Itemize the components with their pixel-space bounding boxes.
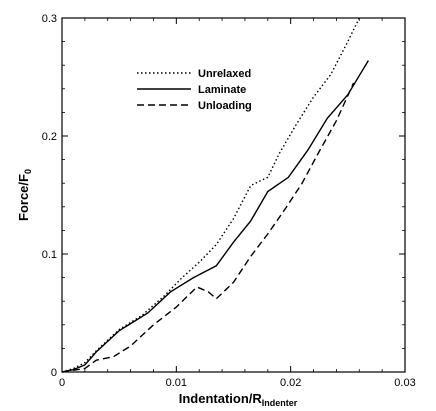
plot-frame — [61, 17, 406, 373]
x-axis-title-subscript: Indenter — [262, 398, 298, 408]
x-tick-label: 0.01 — [166, 377, 187, 389]
y-tick-label: 0 — [51, 367, 57, 379]
y-tick-label: 0.2 — [42, 131, 57, 143]
legend-label-laminate: Laminate — [198, 84, 246, 96]
y-tick-label: 0.1 — [42, 249, 57, 261]
series-line-laminate — [61, 60, 369, 373]
series-line-unloading — [61, 82, 355, 373]
legend-label-unrelaxed: Unrelaxed — [198, 68, 251, 80]
legend: Unrelaxed Laminate Unloading — [137, 68, 252, 112]
y-tick-label: 0.3 — [42, 13, 57, 25]
series-layer — [61, 17, 369, 373]
series-line-unrelaxed — [61, 17, 360, 373]
x-axis-title: Indentation/RIndenter — [179, 391, 298, 408]
x-tick-label: 0.02 — [280, 377, 301, 389]
x-tick-label: 0.03 — [394, 377, 415, 389]
y-axis-title-main: Force/F — [16, 174, 31, 221]
x-axis-title-main: Indentation/R — [179, 391, 263, 406]
legend-label-unloading: Unloading — [198, 100, 252, 112]
x-tick-label: 0 — [59, 377, 65, 389]
y-axis-title-subscript: 0 — [23, 169, 33, 174]
y-axis-title: Force/F0 — [16, 169, 33, 221]
